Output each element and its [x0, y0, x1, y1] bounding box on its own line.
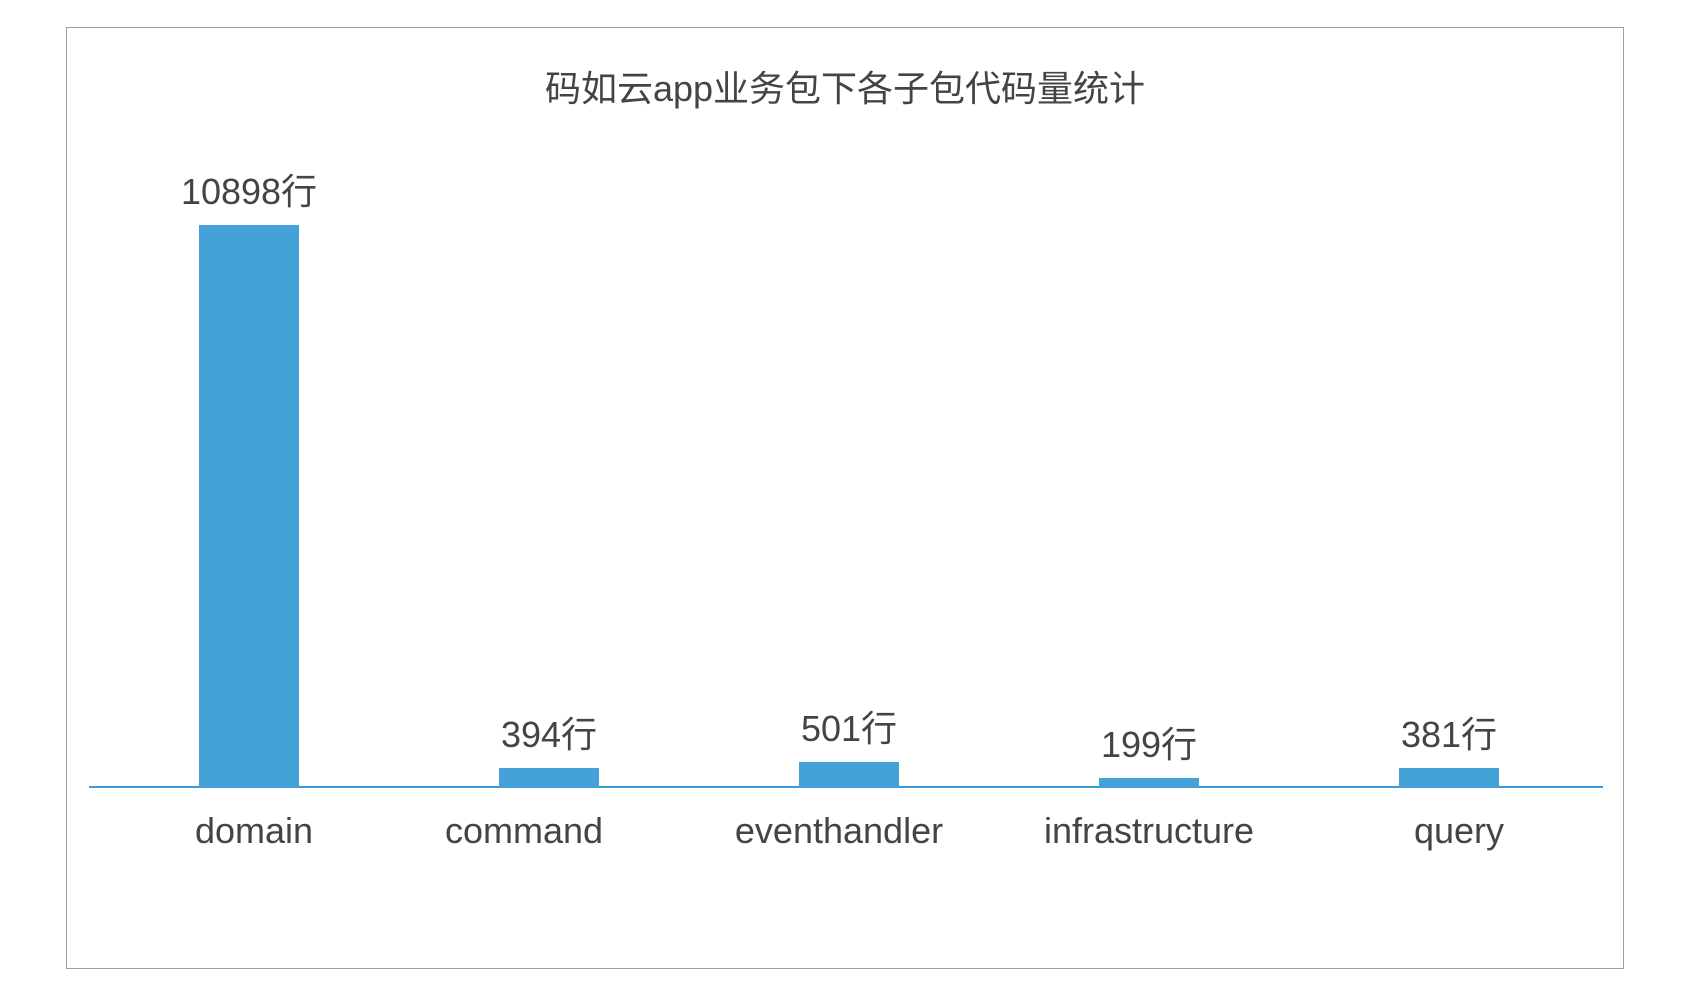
category-label-query: query — [1414, 810, 1504, 852]
bar-infrastructure — [1099, 778, 1199, 788]
category-label-domain: domain — [195, 810, 313, 852]
category-label-eventhandler: eventhandler — [735, 810, 943, 852]
chart-title: 码如云app业务包下各子包代码量统计 — [67, 60, 1623, 112]
plot-area: 10898行domain394行command501行eventhandler1… — [89, 168, 1603, 788]
bar-value-eventhandler: 501行 — [801, 700, 897, 752]
bar-query — [1399, 768, 1499, 788]
category-label-command: command — [445, 810, 603, 852]
bar-eventhandler — [799, 762, 899, 788]
bar-value-command: 394行 — [501, 706, 597, 758]
chart-frame: 码如云app业务包下各子包代码量统计 10898行domain394行comma… — [66, 27, 1624, 969]
bar-command — [499, 768, 599, 788]
category-label-infrastructure: infrastructure — [1044, 810, 1254, 852]
bar-value-infrastructure: 199行 — [1101, 716, 1197, 768]
bar-domain — [199, 225, 299, 788]
bar-value-query: 381行 — [1401, 706, 1497, 758]
bar-value-domain: 10898行 — [181, 163, 317, 215]
